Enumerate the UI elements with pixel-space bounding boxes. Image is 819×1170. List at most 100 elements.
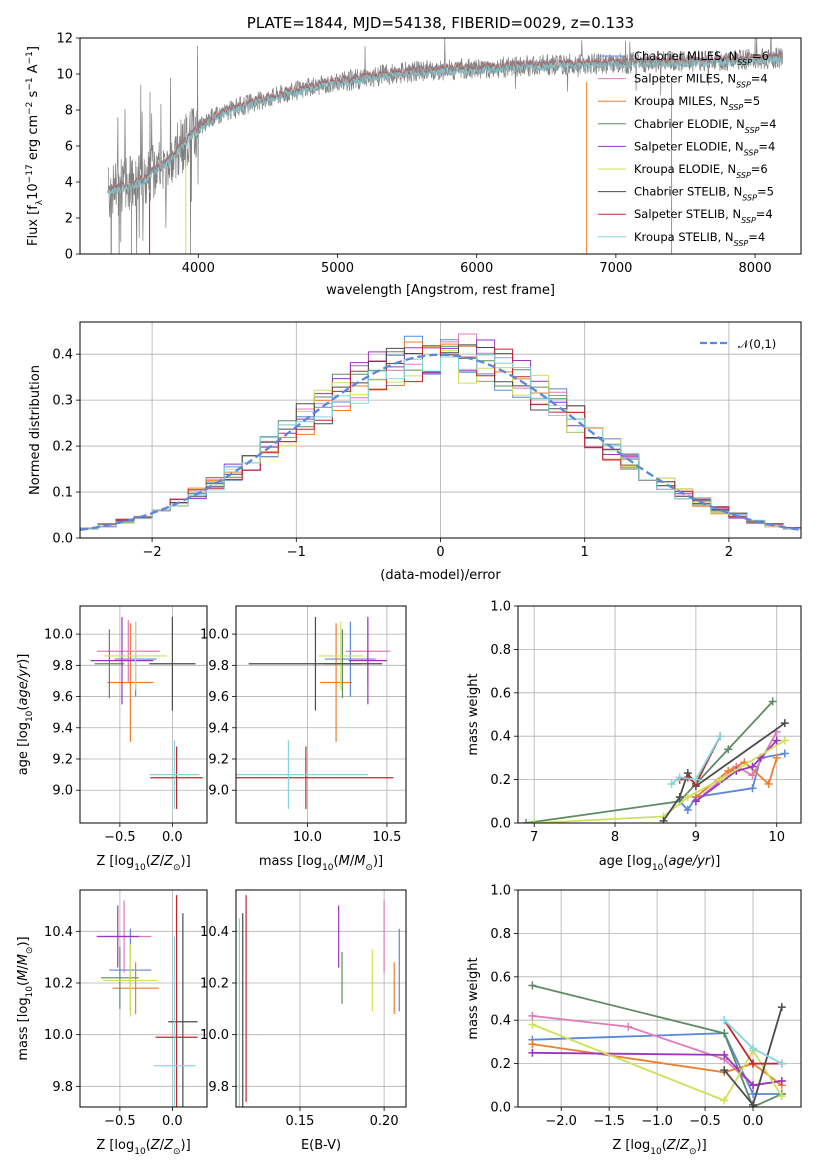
mass-weight-marker [528, 1040, 537, 1049]
x-tick-label: 0.0 [162, 830, 183, 845]
mass-weight-marker [749, 1081, 758, 1090]
legend-label: Salpeter ELODIE, NSSP=4 [634, 139, 775, 157]
y-tick-label: 10.0 [200, 628, 229, 643]
mass-weight-marker [720, 1050, 729, 1059]
y-tick-label: 9.8 [208, 1080, 229, 1095]
x-tick-label: 2 [725, 545, 733, 560]
legend-label: Chabrier MILES, NSSP=6 [634, 49, 769, 67]
x-tick-label: −0.5 [104, 830, 136, 845]
panel-3: −0.5 0.0 9.0 9.2 9.4 9.6 9.8 10.0 Z [log10(Z/Z⊙)… [16, 605, 208, 873]
y-tick-label: 10.4 [200, 925, 229, 940]
y-tick-label: 10.0 [44, 1028, 73, 1043]
y-tick-label: 0.4 [52, 348, 73, 363]
legend-label: Salpeter STELIB, NSSP=4 [634, 207, 773, 225]
panel-2: −2 −1 0 1 2 0.0 0.1 0.2 0.3 0.4 𝒩(0,1) (data-model)… [28, 321, 802, 583]
mass-weight-marker [724, 766, 733, 775]
mass-weight-marker [675, 792, 684, 801]
y-axis-label: mass weight [466, 957, 481, 1039]
x-tick-label: 9 [692, 830, 700, 845]
y-tick-label: 9.6 [208, 690, 229, 705]
y-axis-label: mass weight [466, 673, 481, 755]
mass-weight-marker [768, 697, 777, 706]
x-axis-label: mass [log10(M/M⊙)] [259, 854, 383, 873]
y-tick-label: 9.8 [52, 1080, 73, 1095]
x-tick-label: −1.0 [641, 1114, 673, 1129]
y-tick-label: 9.2 [52, 752, 73, 767]
y-tick-label: 0.2 [52, 440, 73, 455]
mass-weight-marker [780, 736, 789, 745]
axes-frame [517, 605, 802, 824]
y-tick-label: 9.8 [52, 659, 73, 674]
y-axis-label: Flux [fλ10−17 erg cm−2 s−1 A−1] [25, 46, 45, 246]
mass-weight-marker [720, 1066, 729, 1075]
y-tick-label: 10.0 [44, 628, 73, 643]
y-tick-label: 0.4 [490, 1014, 511, 1029]
legend-label: Kroupa MILES, NSSP=5 [634, 94, 760, 112]
x-tick-label: 4000 [182, 261, 215, 276]
legend-label: Chabrier STELIB, NSSP=5 [634, 185, 774, 203]
chart-title: PLATE=1844, MJD=54138, FIBERID=0029, z=0… [247, 14, 634, 32]
y-tick-label: 0.8 [490, 927, 511, 942]
y-tick-label: 9.0 [52, 784, 73, 799]
x-tick-label: 8 [611, 830, 619, 845]
axes-frame [79, 889, 208, 1108]
plot-area [236, 616, 394, 809]
mass-weight-marker [667, 779, 676, 788]
axes-frame [79, 37, 802, 255]
y-tick-label: 0.3 [52, 394, 73, 409]
x-tick-label: 0.0 [743, 1114, 764, 1129]
x-tick-label: 0.0 [162, 1114, 183, 1129]
normal-curve [80, 353, 801, 532]
x-tick-label: 8000 [739, 261, 772, 276]
x-tick-label: 10 [768, 830, 785, 845]
mass-weight-marker [749, 1044, 758, 1053]
y-tick-label: 10.2 [44, 977, 73, 992]
mass-weight-marker [528, 1048, 537, 1057]
panel-6: −0.5 0.0 9.8 10.0 10.2 10.4 Z [log10(Z/Z⊙)] mas… [16, 889, 208, 1157]
x-tick-label: 0 [436, 545, 444, 560]
x-axis-label: E(B-V) [301, 1138, 341, 1153]
legend-label: Kroupa STELIB, NSSP=4 [634, 230, 765, 248]
panel-5: 7 8 9 10 0.0 0.2 0.4 0.6 0.8 1.0 age [log10(age/yr… [466, 600, 802, 873]
x-tick-label: −0.5 [104, 1114, 136, 1129]
plot-area [80, 333, 801, 538]
y-tick-label: 9.2 [208, 752, 229, 767]
mass-weight-marker [780, 749, 789, 758]
mass-weight-marker [720, 1016, 729, 1025]
y-tick-label: 0.4 [490, 730, 511, 745]
x-axis-label: Z [log10(Z/Z⊙)] [96, 1138, 190, 1157]
y-tick-label: 0.0 [52, 532, 73, 547]
y-tick-label: 9.4 [52, 721, 73, 736]
mass-weight-line [534, 739, 786, 823]
x-tick-label: 6000 [460, 261, 493, 276]
mass-weight-marker [530, 819, 539, 823]
y-axis-label: age [log10(age/yr)] [16, 654, 35, 776]
mass-weight-marker [748, 762, 757, 771]
y-tick-label: 0.2 [490, 773, 511, 788]
plot-area [90, 616, 203, 809]
mass-weight-marker [522, 819, 531, 823]
y-tick-label: 4 [65, 176, 73, 191]
y-tick-label: 10.0 [200, 1028, 229, 1043]
mass-weight-marker [716, 775, 725, 784]
x-tick-label: 0.20 [370, 1114, 399, 1129]
mass-weight-marker [780, 719, 789, 728]
legend-label: Kroupa ELODIE, NSSP=6 [634, 162, 768, 180]
y-tick-label: 10.4 [44, 925, 73, 940]
x-tick-label: 5000 [321, 261, 354, 276]
y-tick-label: 9.8 [208, 659, 229, 674]
plot-area [96, 895, 198, 1107]
model-spectrum [107, 54, 783, 195]
x-tick-label: 10.5 [372, 830, 401, 845]
plot-area [107, 38, 783, 254]
y-tick-label: 8 [65, 104, 73, 119]
y-tick-label: 0.2 [490, 1057, 511, 1072]
mass-weight-marker [772, 753, 781, 762]
y-tick-label: 10 [56, 68, 73, 83]
y-tick-label: 0.6 [490, 686, 511, 701]
mass-weight-marker [528, 1011, 537, 1020]
mass-weight-line [679, 752, 785, 812]
mass-weight-line [671, 735, 721, 785]
mass-weight-marker [683, 805, 692, 814]
y-tick-label: 10.2 [200, 977, 229, 992]
